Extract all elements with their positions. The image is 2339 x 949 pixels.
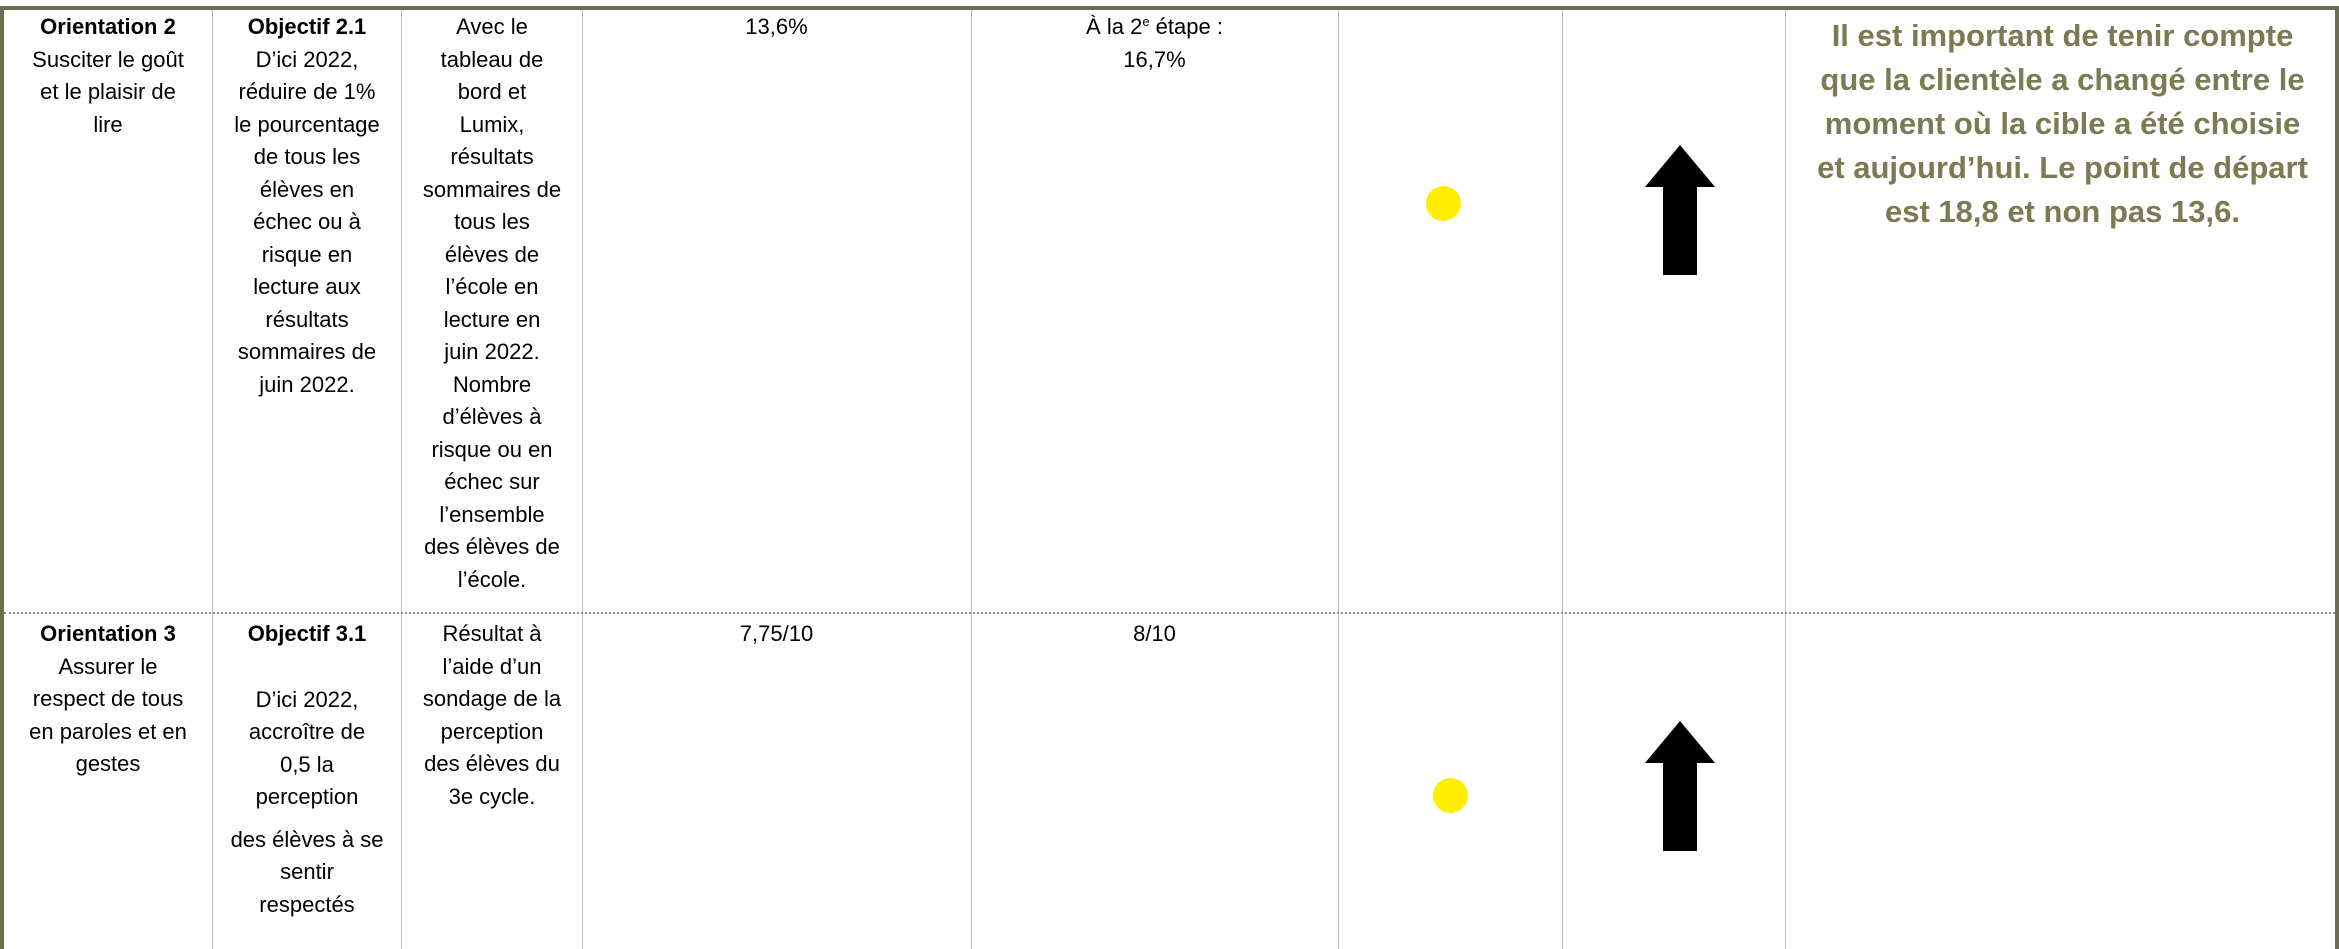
source-line: l’école.: [457, 566, 527, 592]
objective-line: réduire de 1%: [238, 79, 376, 104]
baseline-value: 7,75/10: [739, 621, 814, 646]
baseline-cell: 7,75/10: [583, 618, 970, 651]
source-line: bord et: [457, 79, 527, 104]
column-divider: [212, 10, 213, 949]
source-cell: Résultat à l’aide d’un sondage de la per…: [403, 618, 581, 813]
orientation-cell: Orientation 2 Susciter le goût et le pla…: [6, 11, 210, 141]
source-line: Avec le: [456, 14, 528, 39]
source-line: 3e cycle.: [448, 783, 536, 809]
source-line: élèves de: [444, 241, 540, 267]
source-line: sondage de la: [422, 686, 562, 711]
comment-line: moment où la cible a été choisie: [1824, 106, 2301, 141]
result-cell: À la 2e étape : 16,7%: [972, 11, 1337, 76]
source-line: l’ensemble: [439, 501, 545, 527]
source-line: tableau de: [440, 46, 544, 72]
result-cell: 8/10: [972, 618, 1337, 651]
source-line: Nombre: [452, 371, 532, 397]
objective-line: 0,5 la: [280, 751, 334, 777]
source-line: perception: [440, 718, 544, 744]
orientation-line: en paroles et en: [29, 718, 187, 744]
source-line: des élèves du: [424, 751, 560, 776]
objective-line: lecture aux: [253, 274, 361, 299]
comment-line: est 18,8 et non pas 13,6.: [1885, 194, 2240, 229]
objective-line: juin 2022.: [259, 371, 355, 397]
source-cell: Avec le tableau de bord et Lumix, résult…: [403, 11, 581, 596]
column-divider: [1338, 10, 1339, 949]
objective-line: de tous les: [253, 144, 361, 169]
source-line: l’aide d’un: [442, 653, 542, 679]
orientation-title: Orientation 2: [40, 14, 176, 39]
objective-line: D’ici 2022,: [255, 686, 359, 712]
orientation-cell: Orientation 3 Assurer le respect de tous…: [6, 618, 210, 781]
objective-line: respectés: [259, 891, 355, 917]
orientation-line: respect de tous: [32, 686, 184, 711]
orientation-title: Orientation 3: [40, 621, 176, 646]
status-dot-icon: [1426, 186, 1461, 221]
table-right-border: [2335, 6, 2339, 949]
result-label-suffix: étape :: [1149, 14, 1223, 39]
source-line: juin 2022.: [444, 339, 540, 364]
objective-line: le pourcentage: [234, 111, 380, 137]
objective-spacer: [214, 651, 400, 684]
source-line: Résultat à: [442, 621, 542, 646]
baseline-value: 13,6%: [745, 14, 808, 39]
result-value: 8/10: [1133, 621, 1176, 646]
result-label: À la 2e étape :: [972, 11, 1337, 44]
column-divider: [401, 10, 402, 949]
objective-spacer: [214, 814, 400, 824]
source-line: d’élèves à: [442, 404, 542, 429]
objective-line: résultats: [265, 306, 349, 332]
column-divider: [1562, 10, 1563, 949]
source-line: l’école en: [445, 274, 539, 299]
orientation-line: Susciter le goût: [32, 46, 184, 72]
result-label-sup: e: [1142, 14, 1150, 29]
column-divider: [1785, 10, 1786, 949]
objective-title: Objectif 3.1: [247, 621, 367, 646]
column-divider: [971, 10, 972, 949]
source-line: résultats: [450, 144, 534, 169]
table-left-border: [0, 6, 4, 949]
orientation-line: Assurer le: [58, 653, 158, 679]
orientation-line: gestes: [75, 751, 141, 776]
source-line: des élèves de: [424, 534, 560, 559]
objective-line: élèves en: [259, 176, 355, 202]
objective-cell: Objectif 2.1 D’ici 2022, réduire de 1% l…: [214, 11, 400, 401]
objective-title: Objectif 2.1: [247, 14, 367, 39]
comment-cell: Il est important de tenir compte que la …: [1790, 14, 2335, 234]
objective-line: sommaires de: [237, 339, 377, 364]
objective-cell: Objectif 3.1 D’ici 2022, accroître de 0,…: [214, 618, 400, 921]
arrow-up-icon: [1645, 721, 1715, 851]
objective-line: sentir: [280, 859, 334, 884]
source-line: échec sur: [444, 469, 540, 494]
status-dot-icon: [1433, 778, 1468, 813]
table-top-border: [0, 6, 2339, 10]
objective-line: échec ou à: [253, 209, 361, 234]
comment-line: que la clientèle a changé entre le: [1820, 62, 2305, 97]
objective-line: D’ici 2022,: [255, 46, 359, 72]
result-value: 16,7%: [1123, 46, 1186, 72]
comment-line: Il est important de tenir compte: [1831, 18, 2294, 53]
source-line: sommaires de: [422, 176, 562, 202]
orientation-line: et le plaisir de: [40, 79, 176, 104]
source-line: risque ou en: [431, 436, 553, 462]
baseline-cell: 13,6%: [583, 11, 970, 44]
comment-line: et aujourd’hui. Le point de départ: [1817, 150, 2308, 185]
source-line: lecture en: [443, 306, 541, 332]
objective-line: accroître de: [248, 719, 366, 744]
column-divider: [582, 10, 583, 949]
objective-line: des élèves à se: [230, 826, 384, 852]
objective-line: risque en: [261, 241, 353, 267]
source-line: tous les: [454, 209, 530, 234]
orientation-line: lire: [93, 111, 123, 137]
row-divider: [4, 612, 2335, 614]
arrow-up-icon: [1645, 145, 1715, 275]
source-line: Lumix,: [459, 111, 525, 137]
objective-line: perception: [255, 784, 359, 809]
result-label-prefix: À la 2: [1086, 14, 1143, 39]
